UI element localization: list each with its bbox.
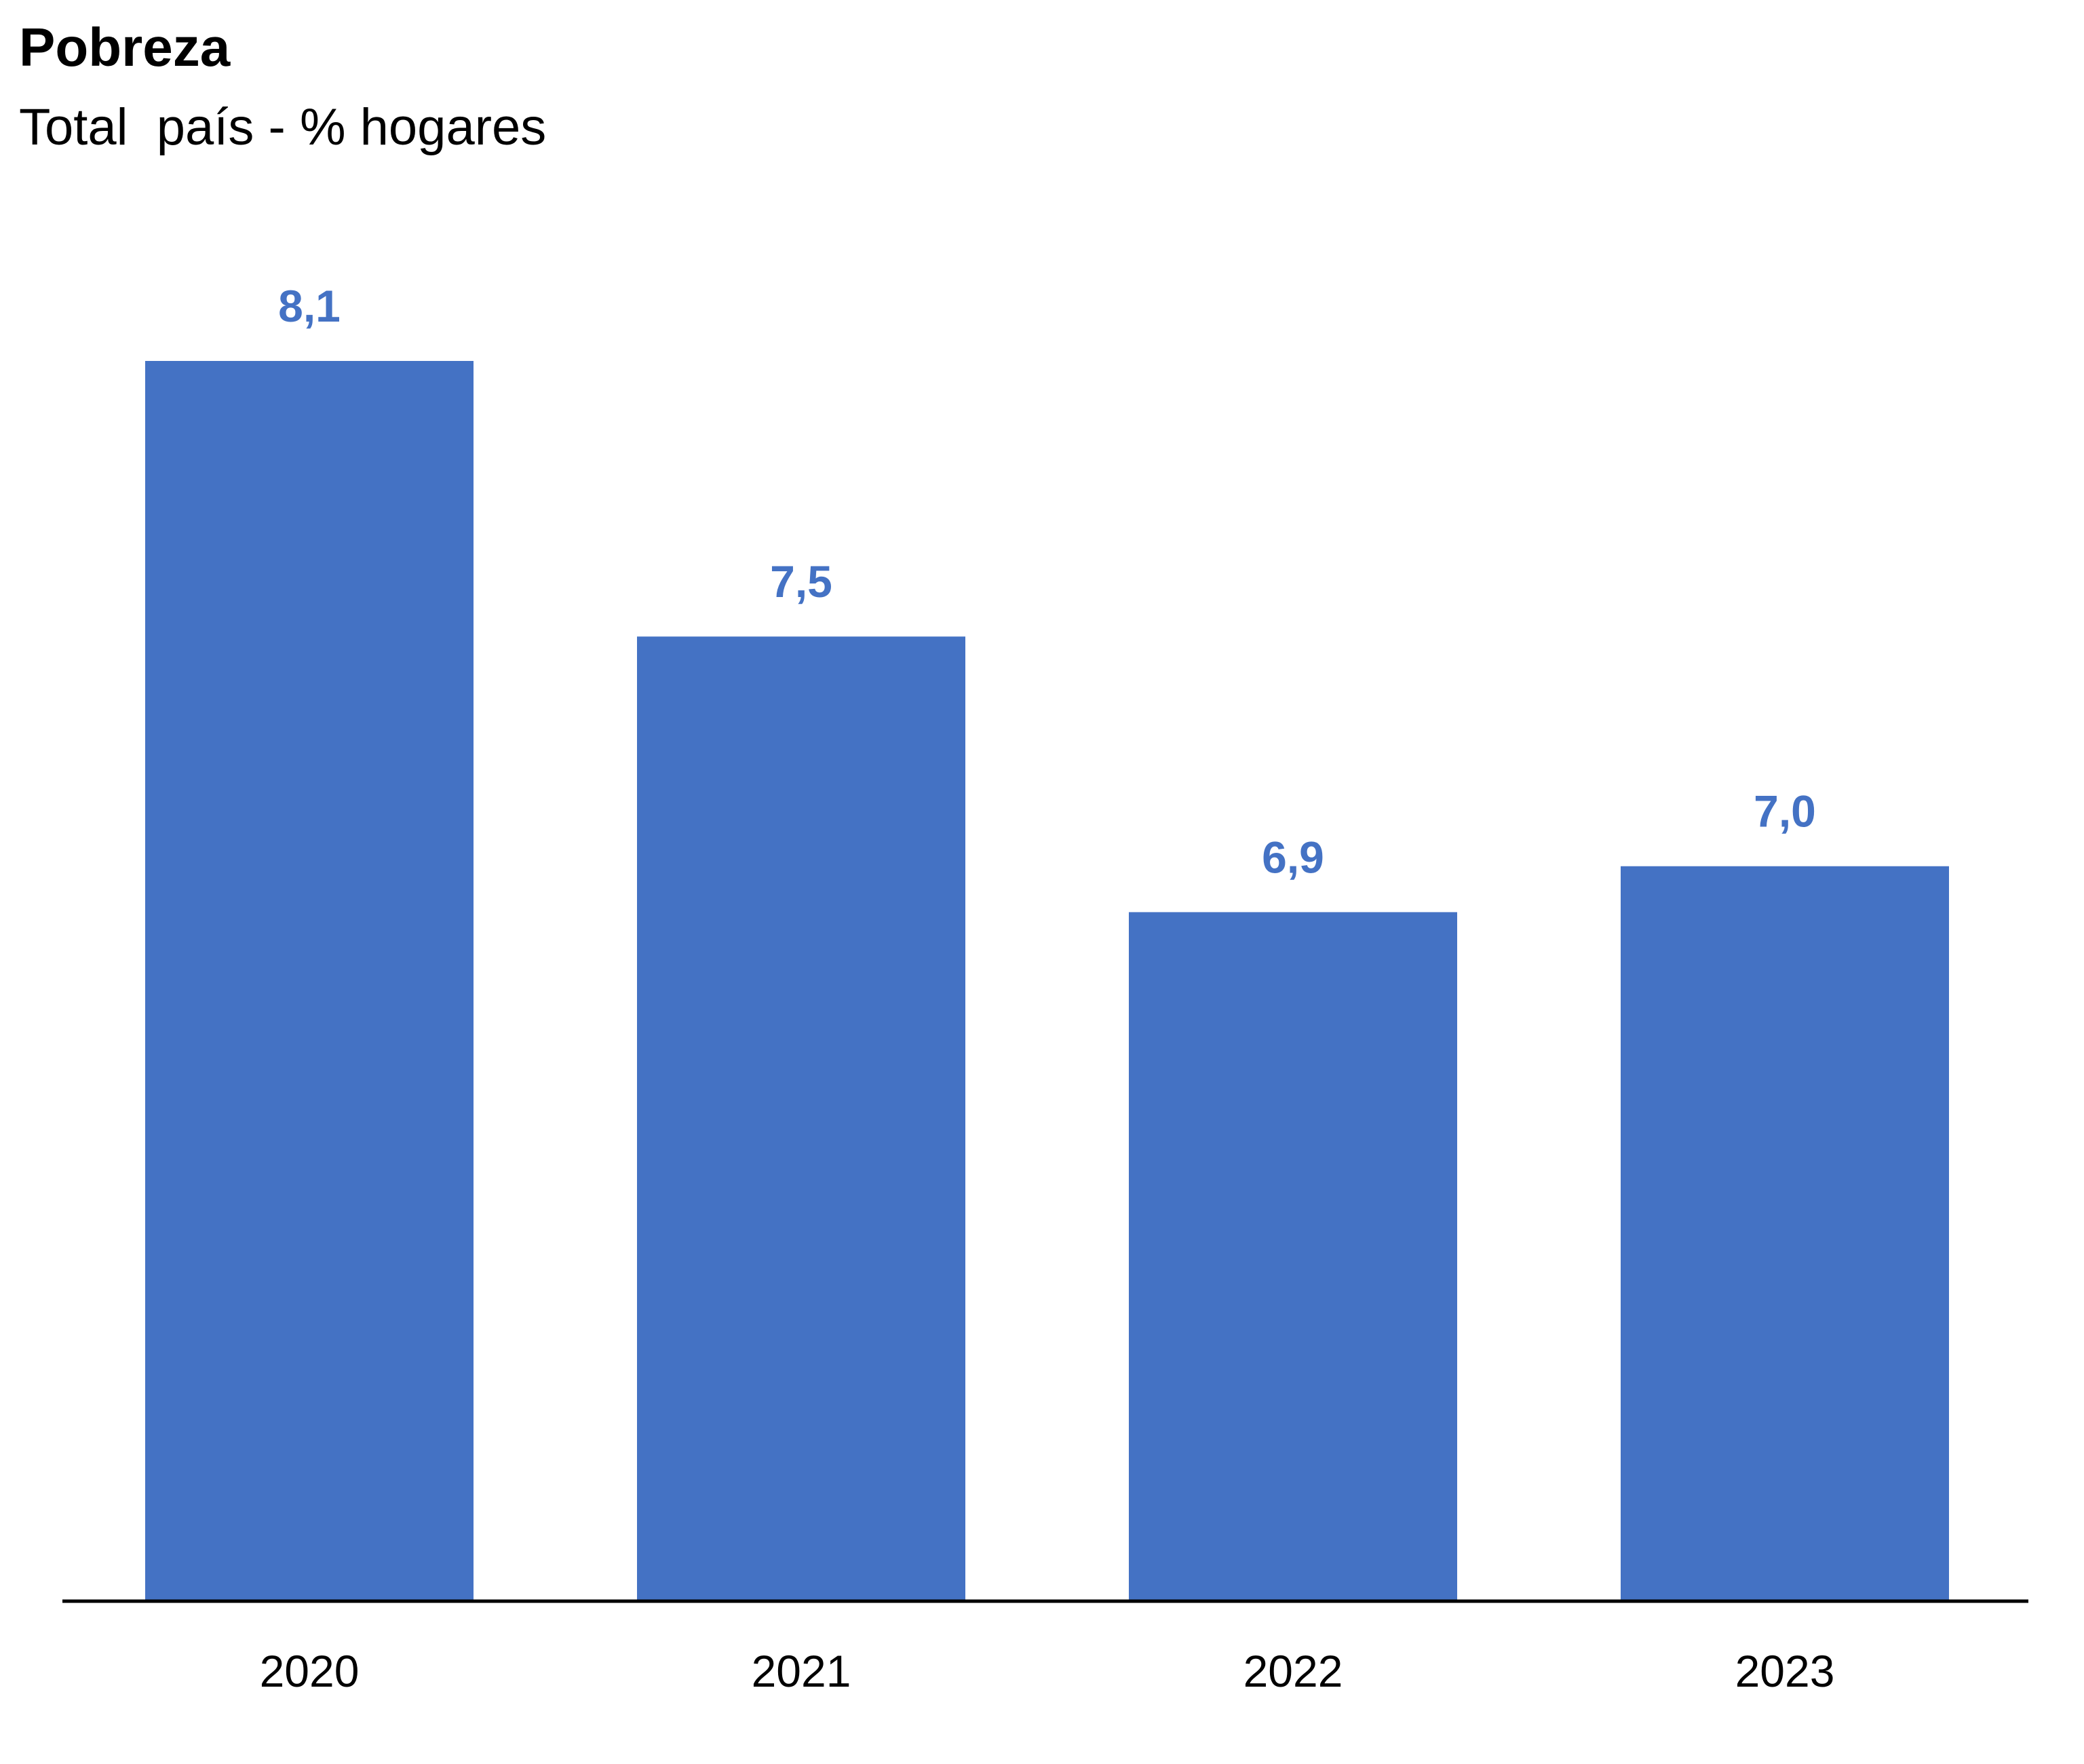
x-tick-label-2021: 2021 xyxy=(752,1646,851,1696)
data-label-2023: 7,0 xyxy=(1754,786,1816,837)
x-tick-label-2023: 2023 xyxy=(1735,1646,1835,1696)
bar-2023 xyxy=(1621,866,1949,1601)
data-label-2022: 6,9 xyxy=(1262,832,1324,882)
x-tick-label-2020: 2020 xyxy=(260,1646,360,1696)
bar-2022 xyxy=(1129,912,1457,1601)
bar-2020 xyxy=(145,361,474,1601)
data-label-2021: 7,5 xyxy=(770,556,832,607)
data-label-2020: 8,1 xyxy=(278,281,341,331)
bar-2021 xyxy=(637,636,965,1602)
chart-title: Pobreza xyxy=(19,17,231,77)
x-tick-label-2022: 2022 xyxy=(1243,1646,1343,1696)
chart-subtitle: Total país - % hogares xyxy=(19,98,547,156)
